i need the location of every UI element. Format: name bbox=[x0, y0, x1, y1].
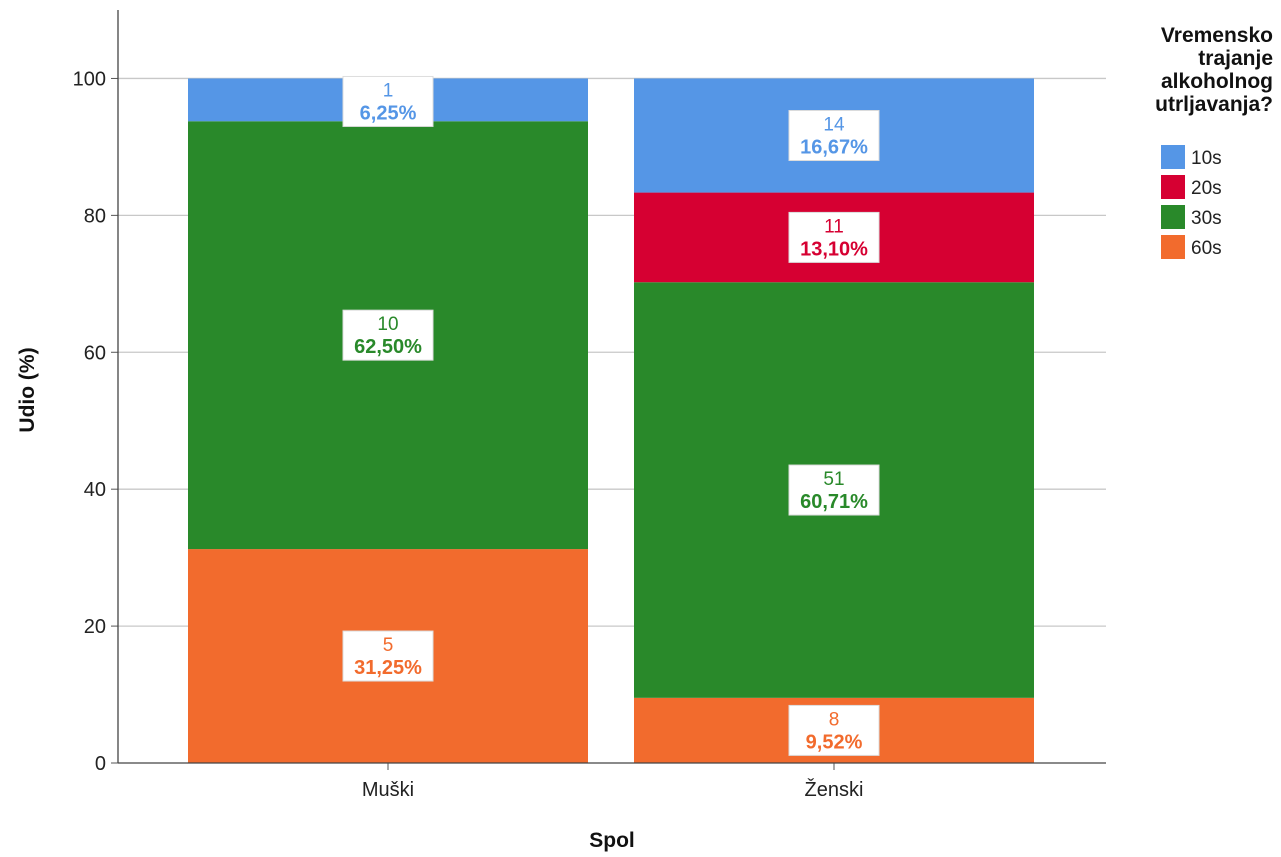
data-label-box bbox=[342, 309, 434, 361]
x-tick-label: Ženski bbox=[805, 778, 864, 801]
data-label-percent: 9,52% bbox=[806, 731, 863, 753]
legend-title: utrljavanja? bbox=[1155, 93, 1273, 116]
data-label-percent: 13,10% bbox=[800, 238, 868, 260]
data-label-box bbox=[788, 211, 880, 263]
y-tick-label: 100 bbox=[73, 68, 106, 90]
y-axis-title: Udio (%) bbox=[16, 347, 39, 432]
bars bbox=[188, 78, 1034, 763]
legend-title: trajanje bbox=[1198, 47, 1273, 70]
legend-swatch bbox=[1161, 175, 1185, 199]
data-label-box bbox=[342, 630, 434, 682]
data-label-box bbox=[788, 110, 880, 162]
legend-swatch bbox=[1161, 235, 1185, 259]
legend-label: 60s bbox=[1191, 238, 1222, 259]
y-tick-label: 40 bbox=[84, 479, 106, 501]
y-tick-label: 0 bbox=[95, 753, 106, 775]
legend-label: 20s bbox=[1191, 178, 1222, 199]
data-label-count: 10 bbox=[377, 314, 398, 335]
legend-title: alkoholnog bbox=[1161, 70, 1273, 93]
data-label-box bbox=[788, 464, 880, 516]
legend-title: Vremensko bbox=[1161, 24, 1273, 47]
data-label-percent: 62,50% bbox=[354, 336, 422, 358]
data-label-count: 8 bbox=[829, 709, 840, 730]
y-tick-label: 20 bbox=[84, 616, 106, 638]
data-label-percent: 6,25% bbox=[360, 102, 417, 124]
data-label-percent: 16,67% bbox=[800, 137, 868, 159]
y-tick-label: 80 bbox=[84, 205, 106, 227]
data-label-count: 51 bbox=[823, 469, 844, 490]
x-tick-label: Muški bbox=[362, 779, 414, 801]
y-tick-label: 60 bbox=[84, 342, 106, 364]
legend-label: 10s bbox=[1191, 148, 1222, 169]
legend-label: 30s bbox=[1191, 208, 1222, 229]
data-label-count: 1 bbox=[383, 80, 394, 101]
data-label-box bbox=[342, 75, 434, 127]
axes: 0 20 40 60 80 100 Muški Ženski bbox=[73, 10, 1106, 801]
x-axis-title: Spol bbox=[589, 829, 635, 852]
data-label-count: 5 bbox=[383, 635, 394, 656]
data-label-count: 11 bbox=[824, 216, 844, 237]
data-label-count: 14 bbox=[823, 115, 845, 136]
data-label-percent: 60,71% bbox=[800, 491, 868, 513]
data-label-box bbox=[788, 704, 880, 756]
legend-swatch bbox=[1161, 145, 1185, 169]
data-label-percent: 31,25% bbox=[354, 657, 422, 679]
legend-swatch bbox=[1161, 205, 1185, 229]
